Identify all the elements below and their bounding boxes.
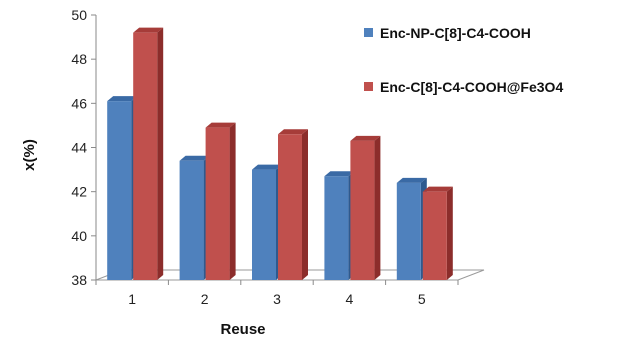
bar-top: [324, 171, 355, 177]
bar-top: [252, 164, 282, 170]
bar-series-2-reuse-3: [278, 129, 308, 280]
x-tick-label: 3: [273, 291, 281, 307]
y-axis-title: x(%): [21, 139, 38, 171]
bar-series-2-reuse-1: [133, 27, 164, 280]
bar-series-2-reuse-4: [350, 135, 381, 280]
bar-front: [252, 169, 276, 280]
bar-top: [205, 122, 236, 128]
x-tick-label: 5: [418, 291, 426, 307]
bar-series-1-reuse-4: [324, 171, 355, 280]
bar-side: [229, 122, 236, 280]
legend-label-series-2: Enc-C[8]-C4-COOH@Fe3O4: [380, 79, 563, 95]
bar-front: [107, 101, 132, 280]
bar-front: [278, 134, 302, 280]
x-tick-label: 1: [128, 291, 136, 307]
y-tick-label: 50: [71, 7, 87, 23]
bar-front: [133, 32, 158, 280]
y-tick-label: 38: [71, 272, 87, 288]
bars: [107, 27, 453, 280]
y-tick-label: 44: [71, 140, 87, 156]
legend-label-series-1: Enc-NP-C[8]-C4-COOH: [380, 25, 531, 41]
x-tick-label: 2: [201, 291, 209, 307]
bar-series-1-reuse-3: [252, 164, 282, 280]
bar-front: [396, 182, 421, 280]
bar-top: [396, 177, 427, 183]
bar-front: [422, 191, 447, 280]
legend: Enc-NP-C[8]-C4-COOH Enc-C[8]-C4-COOH@Fe3…: [364, 25, 563, 95]
legend-swatch-series-2: [364, 82, 373, 91]
tick-labels: 38 40 42 44 46 48 50 1 2 3 4 5: [71, 7, 425, 307]
bar-front: [205, 127, 230, 280]
bar-series-1-reuse-5: [396, 177, 427, 280]
y-tick-label: 48: [71, 51, 87, 67]
bar-series-1-reuse-1: [107, 96, 138, 280]
bar-side: [157, 27, 164, 280]
bar-series-1-reuse-2: [179, 155, 210, 280]
bar-top: [422, 186, 453, 192]
bar-top: [133, 27, 164, 33]
bar-side: [302, 129, 308, 280]
bar-front: [350, 140, 375, 280]
bar-side: [446, 186, 453, 280]
bar-front: [324, 176, 349, 280]
bar-top: [278, 129, 308, 135]
bar-top: [350, 135, 381, 141]
bar-series-2-reuse-5: [422, 186, 453, 280]
y-tick-label: 40: [71, 228, 87, 244]
legend-swatch-series-1: [364, 28, 373, 37]
bar-top: [107, 96, 138, 102]
bar-side: [374, 135, 381, 280]
axes: [91, 14, 459, 285]
x-axis-title: Reuse: [220, 321, 265, 338]
bar-top: [179, 155, 210, 161]
bar-series-2-reuse-2: [205, 122, 236, 280]
y-tick-label: 46: [71, 95, 87, 111]
x-tick-label: 4: [346, 291, 354, 307]
y-tick-label: 42: [71, 184, 87, 200]
bar-front: [179, 160, 204, 280]
